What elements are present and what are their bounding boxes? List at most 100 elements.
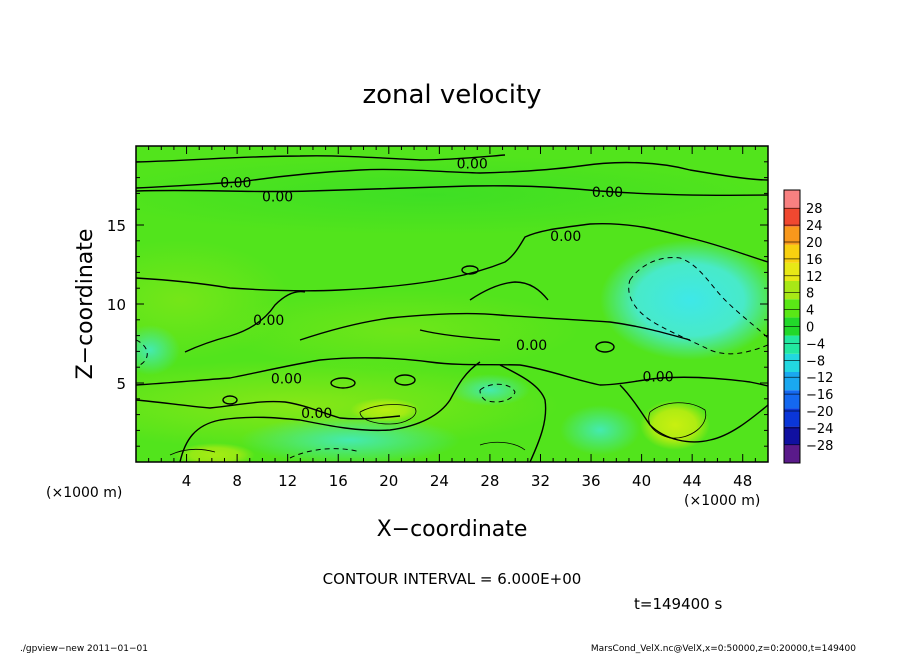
footer-right: MarsCond_VelX.nc@VelX,x=0:50000,z=0:2000…	[591, 644, 856, 654]
contour-line	[136, 357, 768, 387]
contour-line	[184, 290, 306, 353]
contour-line	[359, 404, 417, 425]
x-tick-label: 40	[632, 472, 651, 490]
colorbar-swatch	[784, 208, 800, 227]
contour-line	[136, 222, 768, 292]
field-shade-cyan-4	[136, 325, 180, 375]
footer-left: ./gpview−new 2011−01−01	[20, 644, 148, 654]
y-tick-label: 10	[107, 296, 126, 314]
contour-lines	[136, 154, 768, 462]
colorbar-label: 24	[806, 219, 823, 234]
contour-label: 0.00	[271, 371, 302, 387]
contour-label: 0.00	[550, 229, 581, 245]
x-tick-label: 4	[182, 472, 192, 490]
y-axis-ticks: 5 10 15	[107, 145, 768, 463]
field-shade-negative-right	[600, 240, 768, 360]
contour-line	[461, 265, 479, 275]
contour-line	[136, 161, 768, 189]
colorbar: 28 24 20 16 12 8 4 0−4 −8 −12 −16 −20 −24 −28	[783, 189, 833, 464]
colorbar-label: 20	[806, 236, 823, 251]
colorbar-label: 28	[806, 202, 823, 217]
x-tick-label: 32	[531, 472, 550, 490]
colorbar-label: −12	[806, 371, 833, 386]
colorbar-swatch	[784, 244, 800, 263]
contour-line	[136, 185, 768, 196]
contour-label: 0.00	[301, 406, 332, 422]
contour-line	[330, 377, 356, 389]
y-tick-label: 5	[116, 375, 126, 393]
contour-line	[479, 441, 526, 451]
x-axis-unit-right: (×1000 m)	[684, 493, 760, 509]
colorbar-label: 16	[806, 253, 823, 268]
colorbar-label: −16	[806, 388, 833, 403]
field-shade-positive-1	[640, 400, 710, 450]
negative-contour	[136, 339, 148, 366]
contour-line	[169, 448, 216, 456]
field-shade-positive-2	[350, 398, 420, 422]
plot-area: 0.00 0.00 0.00 0.00 0.00 0.00 0.00 0.00 0.00 0.00	[136, 146, 768, 462]
colorbar-label: −8	[806, 354, 825, 369]
y-axis-label: Z−coordinate	[73, 229, 98, 380]
colorbar-label: −28	[806, 439, 833, 454]
contour-label: 0.00	[642, 370, 673, 386]
contour-line	[222, 395, 238, 405]
x-tick-label: 28	[480, 472, 499, 490]
colorbar-label: 4	[806, 304, 814, 319]
colorbar-swatch	[784, 444, 800, 463]
x-tick-label: 16	[329, 472, 348, 490]
colorbar-swatch	[784, 190, 800, 209]
field-shade-cyan-1	[240, 416, 460, 462]
field-shade-cyan-3	[560, 405, 640, 455]
x-axis-ticks: 4 8 12 16 20 24 28 32 36 40 44 48	[135, 146, 769, 490]
contour-line	[394, 374, 416, 386]
x-tick-label: 36	[581, 472, 600, 490]
contour-label: 0.00	[516, 338, 547, 354]
colorbar-swatch	[784, 226, 800, 245]
colorbar-label: −4	[806, 337, 825, 352]
x-tick-label: 8	[232, 472, 242, 490]
contour-label: 0.00	[253, 313, 284, 329]
colorbar-label: −20	[806, 405, 833, 420]
contour-line	[499, 364, 547, 462]
negative-contour	[479, 383, 516, 403]
x-tick-label: 24	[430, 472, 449, 490]
x-tick-label: 44	[683, 472, 702, 490]
contour-line	[179, 361, 481, 462]
negative-contours	[136, 256, 768, 459]
contour-line	[299, 312, 691, 341]
x-tick-label: 20	[379, 472, 398, 490]
colorbar-swatch	[784, 426, 800, 445]
chart-title: zonal velocity	[362, 80, 541, 110]
colorbar-swatch	[784, 372, 800, 391]
x-tick-label: 48	[733, 472, 752, 490]
colorbar-swatch	[784, 262, 800, 281]
field-shade-positive-3	[175, 443, 255, 462]
colorbar-swatch	[784, 335, 800, 354]
contour-line	[136, 154, 506, 163]
x-tick-label: 12	[278, 472, 297, 490]
colorbar-swatch	[784, 299, 800, 318]
contour-line	[595, 341, 615, 353]
contour-line	[136, 399, 401, 420]
field-shade-low	[136, 360, 560, 450]
colorbar-label: 8	[806, 287, 814, 302]
colorbar-swatch	[784, 390, 800, 409]
colorbar-swatch	[784, 281, 800, 300]
contour-line	[469, 281, 549, 301]
contour-label: 0.00	[220, 175, 251, 191]
contour-label: 0.00	[262, 190, 293, 206]
negative-contour	[628, 256, 768, 355]
time-text: t=149400 s	[634, 595, 722, 613]
field-shade-mid	[220, 290, 580, 370]
x-axis-label: X−coordinate	[377, 517, 528, 542]
contour-label: 0.00	[592, 185, 623, 201]
y-tick-label: 15	[107, 217, 126, 235]
contour-interval-text: CONTOUR INTERVAL = 6.000E+00	[323, 570, 582, 588]
contour-line	[648, 402, 707, 439]
colorbar-swatch	[784, 353, 800, 372]
contour-line	[419, 329, 501, 341]
contour-labels: 0.00 0.00 0.00 0.00 0.00 0.00 0.00 0.00 0.00 0.00	[220, 156, 673, 422]
contour-label: 0.00	[457, 156, 488, 172]
colorbar-label: −24	[806, 422, 833, 437]
